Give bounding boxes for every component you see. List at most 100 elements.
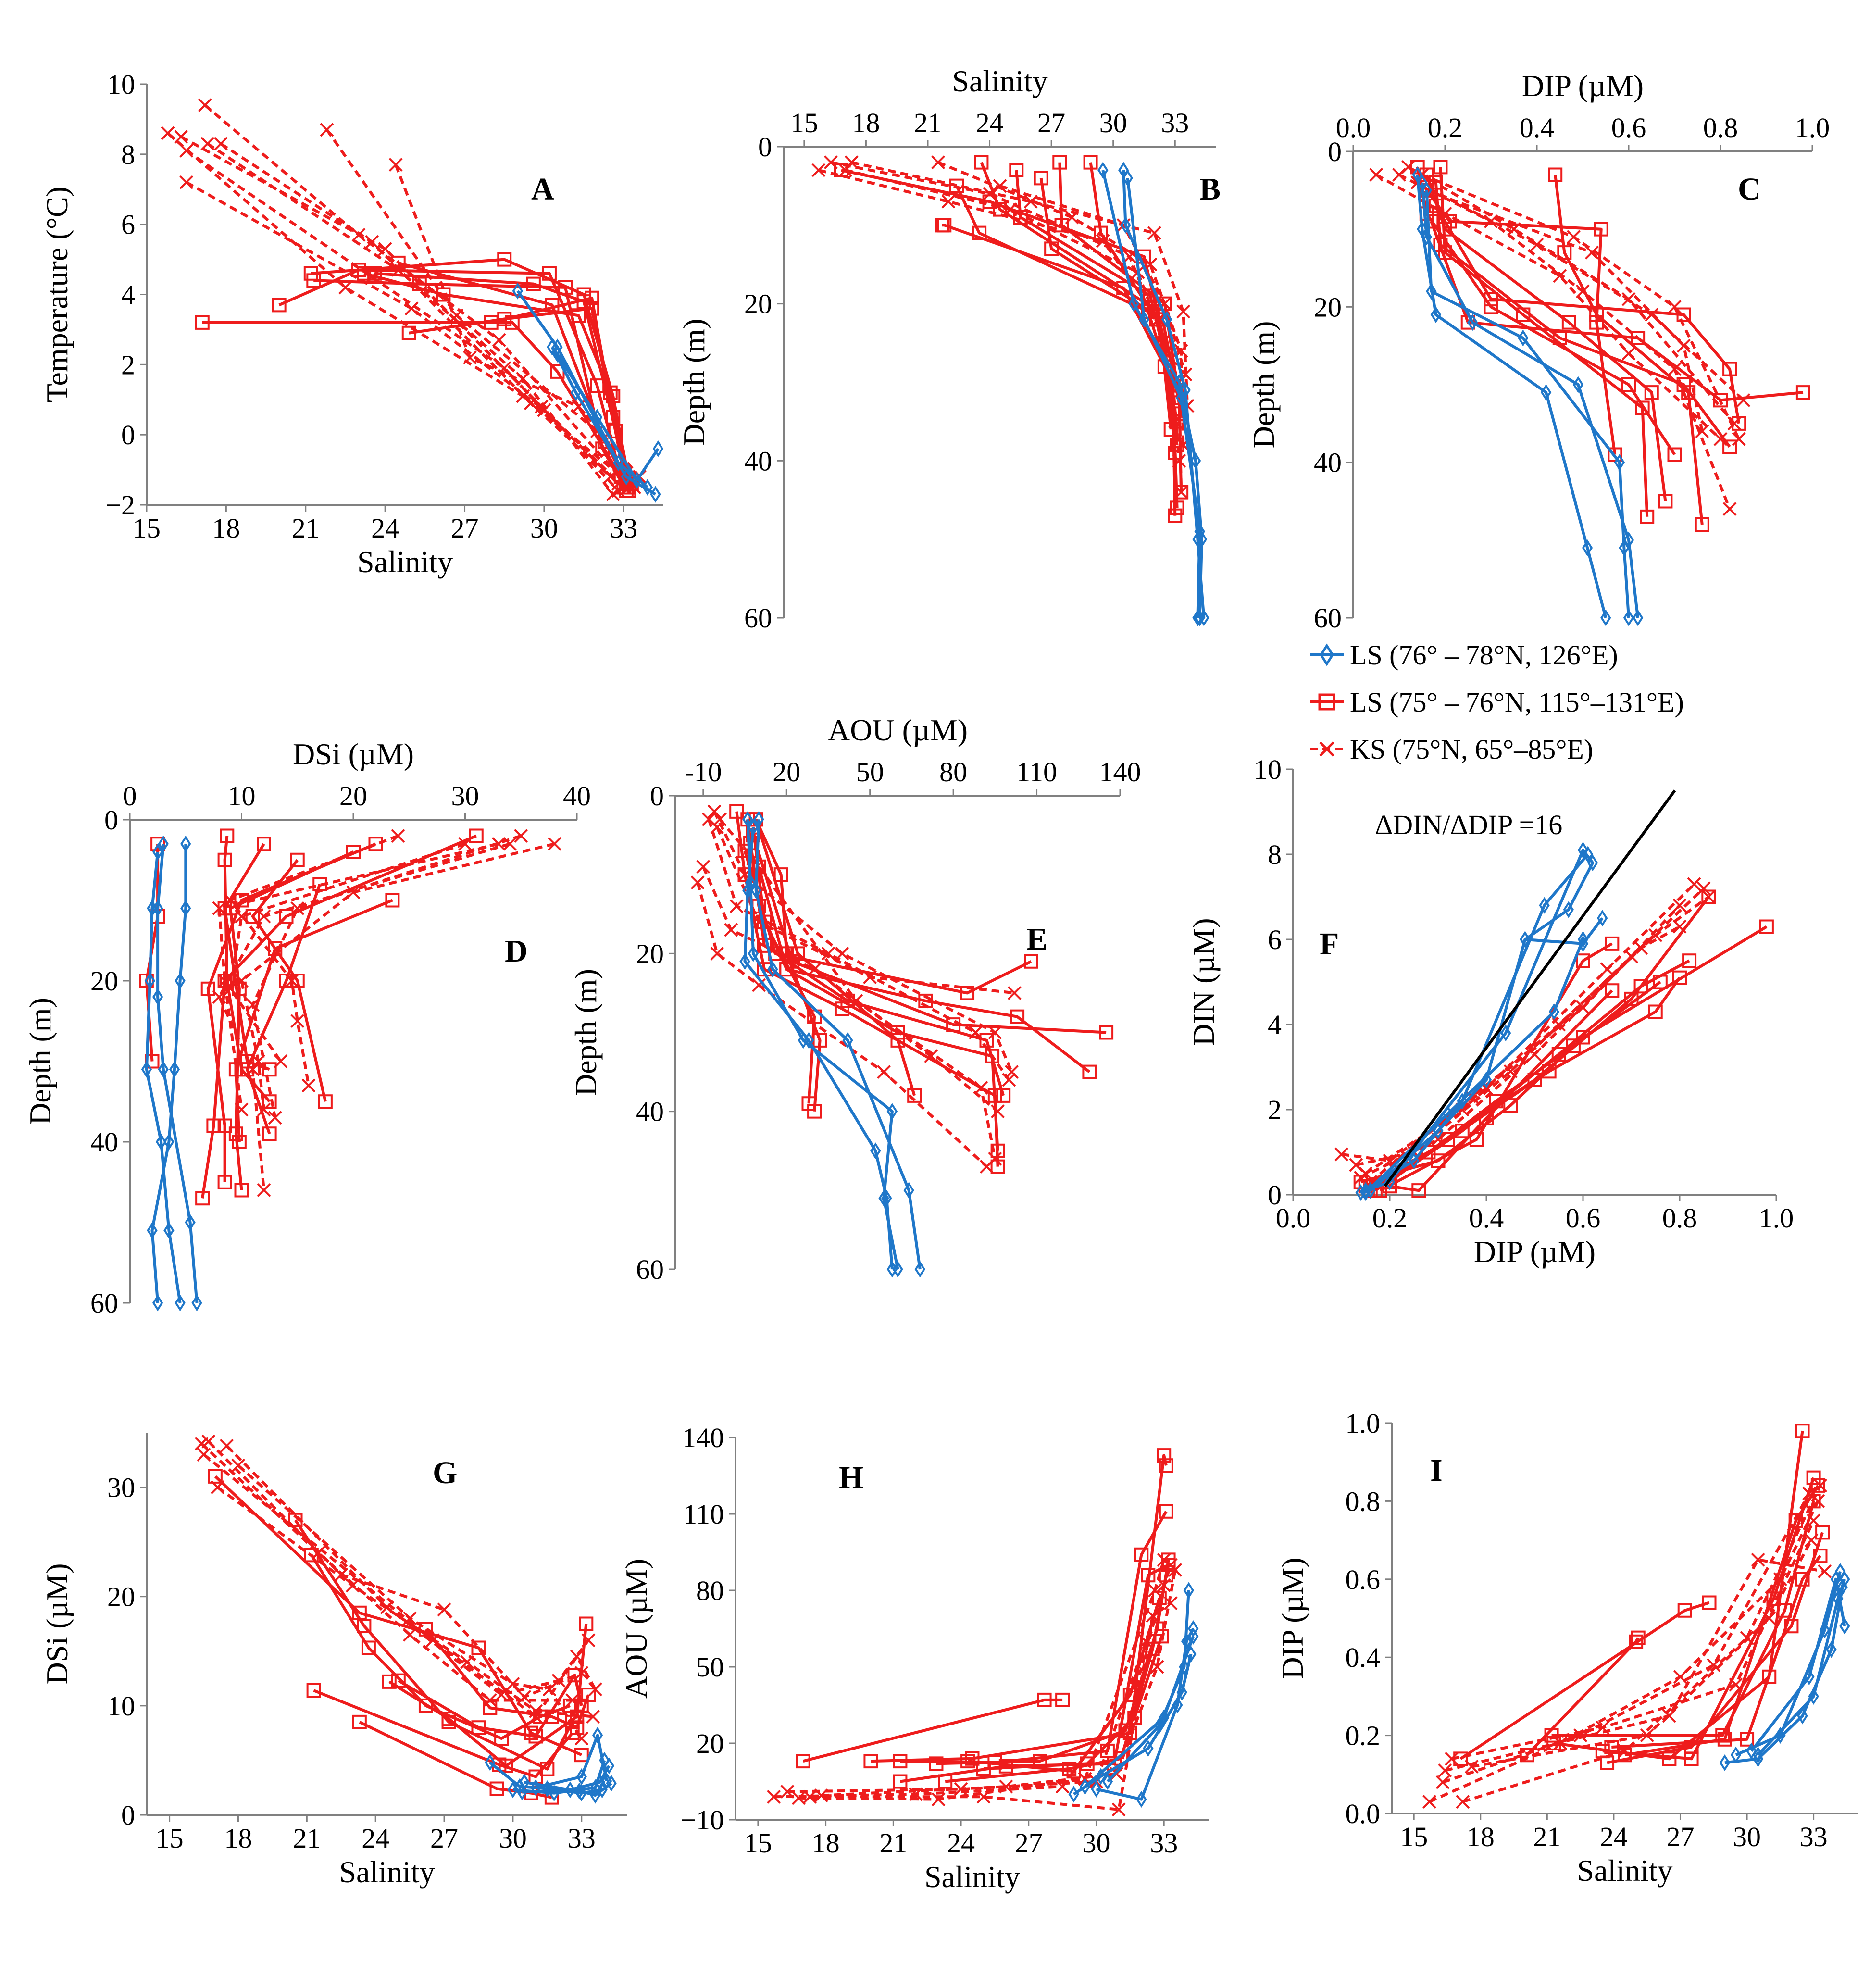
data-point	[404, 301, 419, 316]
series-line	[752, 835, 1107, 1034]
data-point	[834, 163, 848, 177]
data-point	[918, 993, 933, 1008]
data-point	[938, 1774, 953, 1789]
data-point	[752, 978, 766, 992]
series-ks	[1349, 881, 1711, 1172]
data-point	[1677, 338, 1691, 353]
y-tick-label: 20	[107, 1581, 135, 1613]
data-point	[232, 1135, 247, 1149]
data-point	[220, 974, 235, 988]
data-point	[351, 263, 366, 277]
data-point	[1576, 953, 1590, 968]
data-point	[1672, 898, 1687, 913]
data-point	[1111, 1802, 1126, 1817]
x-tick-label: 0.8	[1662, 1202, 1697, 1234]
data-point	[217, 1118, 232, 1133]
series-line	[1757, 1578, 1846, 1756]
data-point	[914, 1261, 925, 1278]
data-point	[484, 315, 499, 330]
data-point	[1055, 1692, 1070, 1707]
panel-label: G	[433, 1455, 457, 1490]
series-line	[696, 882, 988, 1168]
data-point	[268, 1111, 282, 1125]
data-point	[1621, 377, 1636, 392]
series-line	[983, 1636, 1163, 1770]
series-ls-76-78	[1360, 931, 1589, 1201]
series-ks	[1334, 877, 1701, 1168]
data-point	[1134, 1547, 1149, 1562]
x-tick-label: 21	[879, 1827, 907, 1859]
data-point	[1179, 1658, 1190, 1675]
panel-label: H	[839, 1460, 863, 1495]
data-point	[357, 266, 372, 281]
x-tick-label: 18	[852, 107, 880, 138]
data-point	[603, 1757, 615, 1775]
data-point	[1677, 1603, 1692, 1618]
series-ls-76-78	[512, 282, 653, 496]
y-tick-label: −10	[680, 1804, 724, 1836]
data-point	[767, 1789, 781, 1804]
data-point	[1334, 1147, 1348, 1162]
data-point	[1187, 1627, 1199, 1645]
data-point	[262, 1126, 277, 1141]
data-point	[1668, 362, 1682, 376]
data-point	[1168, 508, 1183, 523]
series-line	[1526, 1637, 1640, 1756]
data-point	[991, 1104, 1005, 1119]
series-ls-75-76	[863, 1448, 1173, 1769]
panel-c: 0.0 0.2 0.4 0.6 0.8 1.0 0 20 40 60 DIP (µM) Depth (…	[1247, 69, 1830, 634]
data-point	[713, 812, 727, 826]
series-line	[1459, 1601, 1710, 1760]
series-line	[145, 851, 182, 1303]
panel-label: E	[1026, 922, 1047, 957]
data-point	[1752, 1746, 1764, 1763]
data-point	[1401, 160, 1416, 174]
data-point	[240, 1062, 255, 1077]
data-point	[492, 1757, 507, 1772]
series-line	[388, 1624, 588, 1767]
x-tick-label: 20	[773, 756, 800, 788]
data-point	[1442, 214, 1457, 229]
data-point	[1648, 1004, 1663, 1019]
data-point	[1430, 306, 1442, 323]
series-ls-75-76	[240, 877, 327, 1141]
data-point	[821, 946, 835, 961]
data-point	[1007, 986, 1022, 1000]
data-point	[1479, 1111, 1494, 1125]
data-point	[1808, 1688, 1819, 1705]
data-point	[1052, 155, 1067, 170]
data-point	[631, 472, 643, 489]
series-line	[754, 819, 922, 1270]
data-point	[1411, 1183, 1426, 1198]
data-point	[742, 882, 753, 899]
data-point	[1658, 494, 1673, 509]
data-point	[931, 1792, 946, 1807]
y-axis-title: Depth (m)	[569, 969, 603, 1096]
data-point	[803, 1032, 814, 1049]
x-tick-label: 110	[1016, 756, 1057, 788]
y-tick-label: 60	[90, 1288, 118, 1319]
series-line	[1434, 205, 1741, 424]
data-point	[690, 875, 705, 889]
data-point	[1608, 447, 1622, 462]
data-point	[401, 325, 416, 340]
series-line	[1425, 190, 1630, 618]
series-ls-75-76	[976, 1629, 1169, 1776]
data-point	[1409, 1152, 1420, 1169]
data-point	[491, 837, 506, 851]
data-point	[1099, 1025, 1114, 1040]
data-point	[1572, 376, 1584, 393]
data-point	[1539, 897, 1550, 914]
y-tick-label: 2	[121, 349, 135, 380]
data-point	[1722, 362, 1737, 376]
y-tick-label: 8	[1268, 839, 1282, 870]
series-line	[1553, 1430, 1804, 1761]
data-point	[742, 811, 753, 828]
data-point	[1157, 296, 1172, 311]
data-point	[279, 909, 294, 924]
data-point	[1614, 454, 1625, 471]
data-point	[141, 1061, 152, 1078]
series-line	[313, 279, 628, 492]
data-point	[1002, 1073, 1016, 1087]
data-point	[931, 155, 945, 170]
